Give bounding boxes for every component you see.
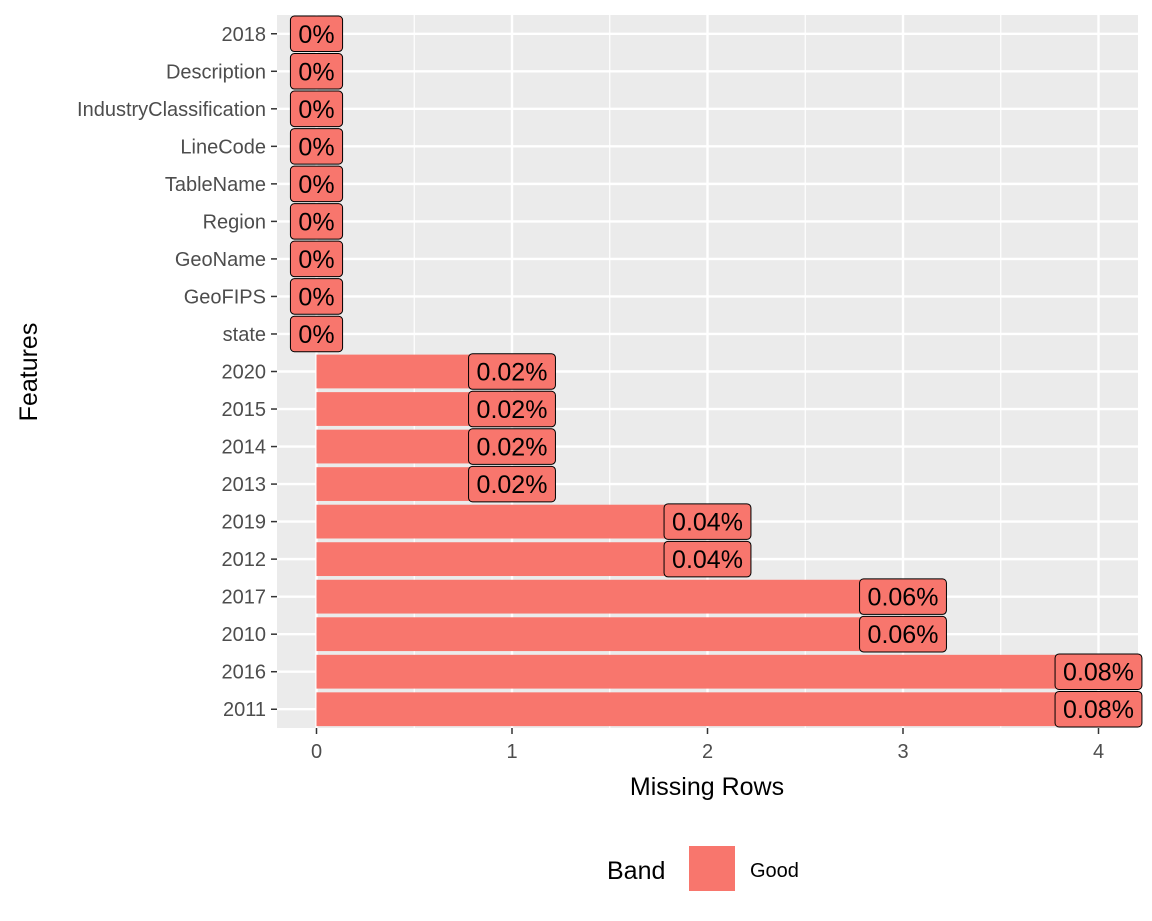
data-label-box <box>289 240 344 278</box>
data-label-text: 0.02% <box>477 471 548 499</box>
data-label: 0.04% <box>663 503 752 540</box>
data-label: 0.04% <box>663 540 752 578</box>
data-label-box <box>663 540 752 578</box>
data-label-text: 0% <box>298 171 334 199</box>
y-tick-label: 2010 <box>222 624 267 646</box>
data-label-box <box>859 615 947 653</box>
data-label-text: 0% <box>298 96 334 124</box>
data-label-text: 0% <box>298 208 334 236</box>
data-label-text: 0.08% <box>1063 659 1134 687</box>
data-label: 0% <box>289 203 344 240</box>
data-label-text: 0.04% <box>672 509 743 537</box>
data-label: 0.02% <box>468 465 556 503</box>
y-tick-label: TableName <box>165 174 266 196</box>
y-tick-label: Description <box>166 61 266 83</box>
x-axis-title: Missing Rows <box>630 773 784 801</box>
data-label-text: 0% <box>298 133 334 161</box>
y-tick-label: LineCode <box>180 136 266 158</box>
data-label: 0% <box>289 278 344 315</box>
data-label-text: 0% <box>298 21 334 49</box>
y-axis-title: Features <box>15 323 43 422</box>
data-label: 0.08% <box>1054 690 1143 728</box>
data-label-box <box>663 503 752 540</box>
y-tick-label: 2011 <box>223 699 266 721</box>
y-tick-label: IndustryClassification <box>77 99 266 121</box>
data-label-box <box>468 465 556 503</box>
legend-key-good <box>689 846 735 891</box>
data-label-text: 0.02% <box>477 434 548 462</box>
data-label-box <box>289 165 344 203</box>
bar <box>316 654 1099 689</box>
data-label-text: 0% <box>298 283 334 311</box>
bar <box>316 579 903 614</box>
data-label: 0% <box>289 15 344 53</box>
data-label: 0% <box>289 128 344 165</box>
x-tick-label: 3 <box>897 741 908 763</box>
data-label-box <box>289 315 344 353</box>
data-label-text: 0% <box>298 246 334 274</box>
y-tick-label: 2017 <box>222 587 267 609</box>
bar <box>316 617 903 652</box>
y-tick-label: 2020 <box>222 362 267 384</box>
data-label: 0.08% <box>1054 653 1143 690</box>
x-tick-label: 2 <box>702 741 713 763</box>
data-label-text: 0% <box>298 321 334 349</box>
x-tick-label: 1 <box>506 741 517 763</box>
x-axis: 0 1 2 3 4 <box>311 728 1104 763</box>
y-tick-label: 2019 <box>222 512 267 534</box>
data-label: 0.02% <box>468 390 556 428</box>
data-label-box <box>289 128 344 165</box>
y-tick-label: GeoFIPS <box>184 286 266 308</box>
data-label-text: 0% <box>298 58 334 86</box>
data-labels: 0% 0% 0% 0% 0% 0% 0% 0% 0% 0.02% 0.02% 0.02% 0.02% 0.… <box>289 15 1143 728</box>
y-tick-label: 2014 <box>222 437 267 459</box>
data-label-box <box>468 428 556 465</box>
bars <box>316 354 1099 727</box>
y-tick-label: 2018 <box>222 24 267 46</box>
data-label: 0% <box>289 240 344 278</box>
data-label-box <box>1054 690 1143 728</box>
data-label-box <box>289 203 344 240</box>
grid-lines <box>277 15 1138 728</box>
data-label: 0% <box>289 165 344 203</box>
legend-label-good: Good <box>750 860 799 882</box>
data-label-text: 0.06% <box>868 584 939 612</box>
data-label-text: 0.08% <box>1063 696 1134 724</box>
x-tick-label: 4 <box>1093 741 1104 763</box>
bar <box>316 542 708 577</box>
data-label: 0.02% <box>468 428 556 465</box>
data-label: 0% <box>289 315 344 353</box>
data-label-box <box>1054 653 1143 690</box>
data-label: 0.06% <box>859 578 947 615</box>
y-tick-label: 2016 <box>222 662 267 684</box>
data-label-box <box>289 278 344 315</box>
data-label-box <box>468 390 556 428</box>
data-label: 0% <box>289 90 344 128</box>
bar <box>316 692 1099 727</box>
legend-title: Band <box>607 857 665 885</box>
legend: Band Good <box>607 846 799 891</box>
y-axis: 2018 Description IndustryClassification Lin… <box>77 24 277 721</box>
data-label-text: 0.02% <box>477 359 548 387</box>
data-label-box <box>859 578 947 615</box>
data-label-text: 0.06% <box>868 621 939 649</box>
data-label-box <box>289 90 344 128</box>
data-label: 0.06% <box>859 615 947 653</box>
bar <box>316 504 708 539</box>
y-tick-label: Region <box>203 211 266 233</box>
data-label-box <box>468 353 556 390</box>
data-label-text: 0.02% <box>477 396 548 424</box>
y-tick-label: state <box>223 324 266 346</box>
y-tick-label: 2015 <box>222 399 267 421</box>
data-label-box <box>289 15 344 53</box>
data-label: 0.02% <box>468 353 556 390</box>
y-tick-label: 2013 <box>222 474 267 496</box>
y-tick-label: GeoName <box>175 249 266 271</box>
data-label: 0% <box>289 53 344 90</box>
y-tick-label: 2012 <box>222 549 267 571</box>
x-tick-label: 0 <box>311 741 322 763</box>
data-label-box <box>289 53 344 90</box>
data-label-text: 0.04% <box>672 546 743 574</box>
